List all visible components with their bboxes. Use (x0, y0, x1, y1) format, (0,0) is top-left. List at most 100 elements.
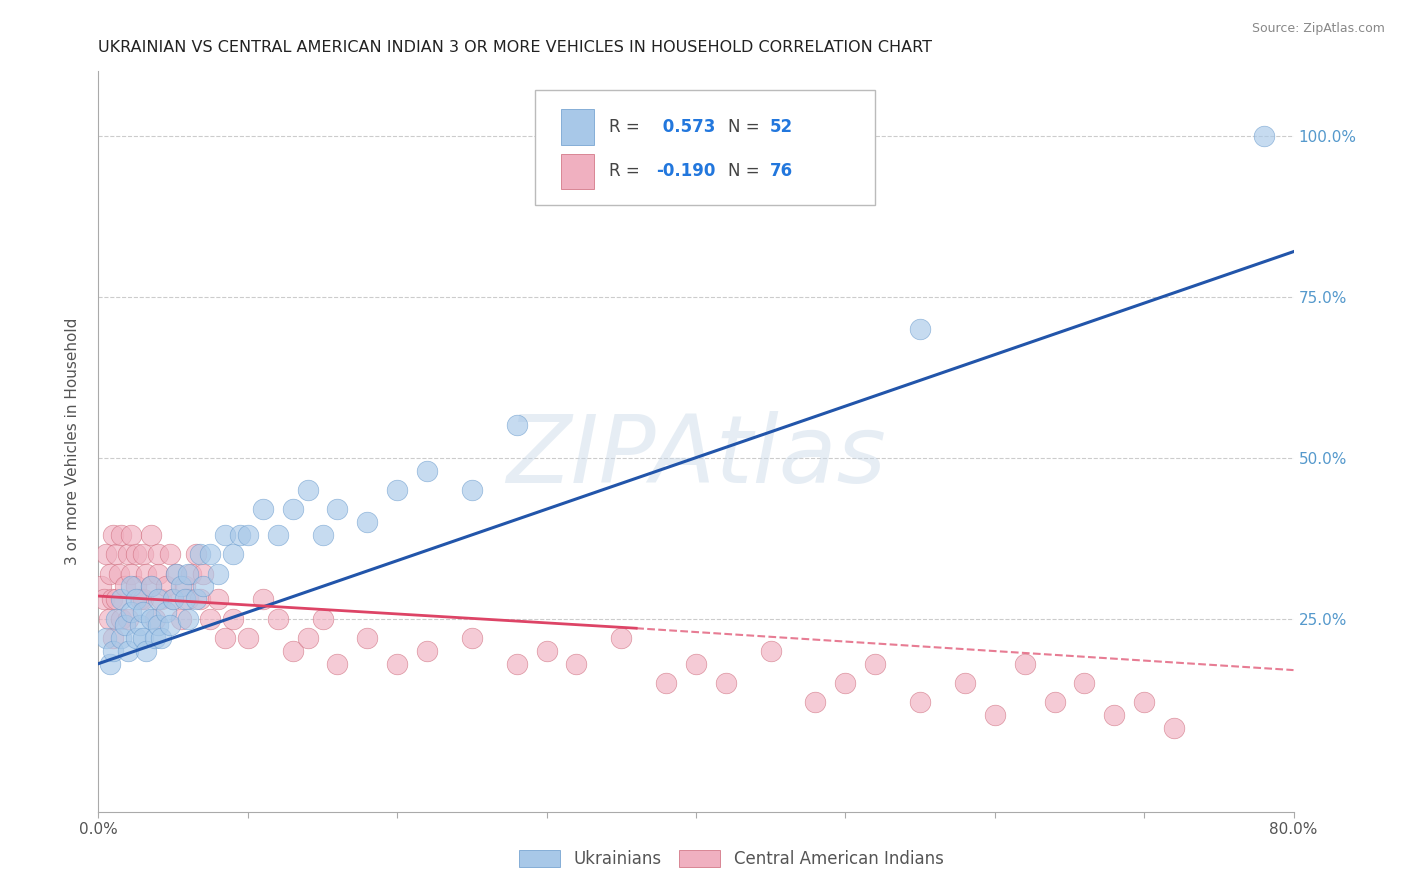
Point (103, 644, 125, 658)
Point (132, 605, 155, 619)
Point (191, 566, 214, 581)
Point (162, 592, 184, 607)
Point (103, 631, 125, 645)
Point (267, 611, 290, 625)
Point (326, 502, 349, 516)
Point (804, 695, 827, 709)
Point (267, 528, 290, 542)
Point (162, 592, 184, 607)
Point (984, 708, 1007, 723)
Point (1253, 128, 1275, 143)
Point (114, 618, 136, 632)
Point (103, 528, 125, 542)
Text: 0.573: 0.573 (657, 118, 714, 136)
Point (94, 631, 117, 645)
Point (139, 579, 162, 593)
Text: N =: N = (728, 118, 765, 136)
Y-axis label: 3 or more Vehicles in Household: 3 or more Vehicles in Household (65, 318, 80, 566)
Point (416, 644, 439, 658)
Point (155, 579, 177, 593)
Point (416, 463, 439, 477)
Point (169, 579, 191, 593)
Point (180, 566, 202, 581)
Point (139, 611, 162, 625)
Point (94, 547, 117, 561)
Text: R =: R = (609, 162, 645, 180)
Point (148, 592, 170, 607)
Point (759, 644, 782, 658)
Point (565, 657, 588, 671)
Point (953, 676, 976, 690)
Point (120, 566, 142, 581)
Point (150, 631, 173, 645)
Point (90, 579, 112, 593)
Point (200, 547, 222, 561)
Point (110, 528, 132, 542)
Point (159, 618, 181, 632)
Point (1133, 695, 1156, 709)
Point (132, 592, 155, 607)
Point (297, 631, 319, 645)
Point (311, 611, 333, 625)
Point (461, 483, 484, 497)
Text: 52: 52 (770, 118, 793, 136)
Point (148, 618, 170, 632)
Point (139, 579, 162, 593)
Point (281, 502, 304, 516)
FancyBboxPatch shape (561, 153, 595, 189)
Point (132, 631, 155, 645)
Point (165, 566, 187, 581)
Point (214, 528, 236, 542)
Text: ZIPAtlas: ZIPAtlas (506, 411, 886, 502)
Point (214, 631, 236, 645)
Point (98, 566, 122, 581)
Text: 76: 76 (770, 162, 793, 180)
Point (188, 547, 211, 561)
Point (252, 592, 274, 607)
Point (105, 611, 128, 625)
Point (120, 605, 142, 619)
Point (385, 657, 409, 671)
Point (120, 528, 142, 542)
Point (385, 483, 409, 497)
Point (236, 631, 259, 645)
Point (169, 611, 191, 625)
Point (188, 592, 211, 607)
Point (252, 502, 274, 516)
Point (135, 566, 157, 581)
Point (93, 592, 115, 607)
Point (120, 579, 142, 593)
Text: UKRAINIAN VS CENTRAL AMERICAN INDIAN 3 OR MORE VEHICLES IN HOUSEHOLD CORRELATION: UKRAINIAN VS CENTRAL AMERICAN INDIAN 3 O… (98, 40, 932, 55)
Point (834, 676, 856, 690)
Point (174, 592, 197, 607)
Point (184, 592, 207, 607)
Point (110, 592, 132, 607)
Point (139, 528, 162, 542)
FancyBboxPatch shape (534, 90, 876, 204)
Point (200, 611, 222, 625)
Point (1014, 657, 1036, 671)
Point (177, 592, 200, 607)
Point (129, 592, 152, 607)
Point (191, 579, 214, 593)
Point (125, 579, 148, 593)
Point (117, 611, 139, 625)
Point (536, 644, 558, 658)
Point (110, 631, 132, 645)
Point (1104, 708, 1126, 723)
Point (865, 657, 887, 671)
Point (98, 657, 122, 671)
Point (281, 644, 304, 658)
Point (714, 676, 737, 690)
Point (356, 631, 378, 645)
Point (101, 592, 124, 607)
Point (184, 547, 207, 561)
Point (174, 579, 197, 593)
Point (908, 322, 931, 336)
Point (177, 611, 200, 625)
Point (1163, 721, 1185, 735)
Point (297, 483, 319, 497)
Point (143, 631, 166, 645)
Point (506, 657, 529, 671)
Point (159, 547, 181, 561)
